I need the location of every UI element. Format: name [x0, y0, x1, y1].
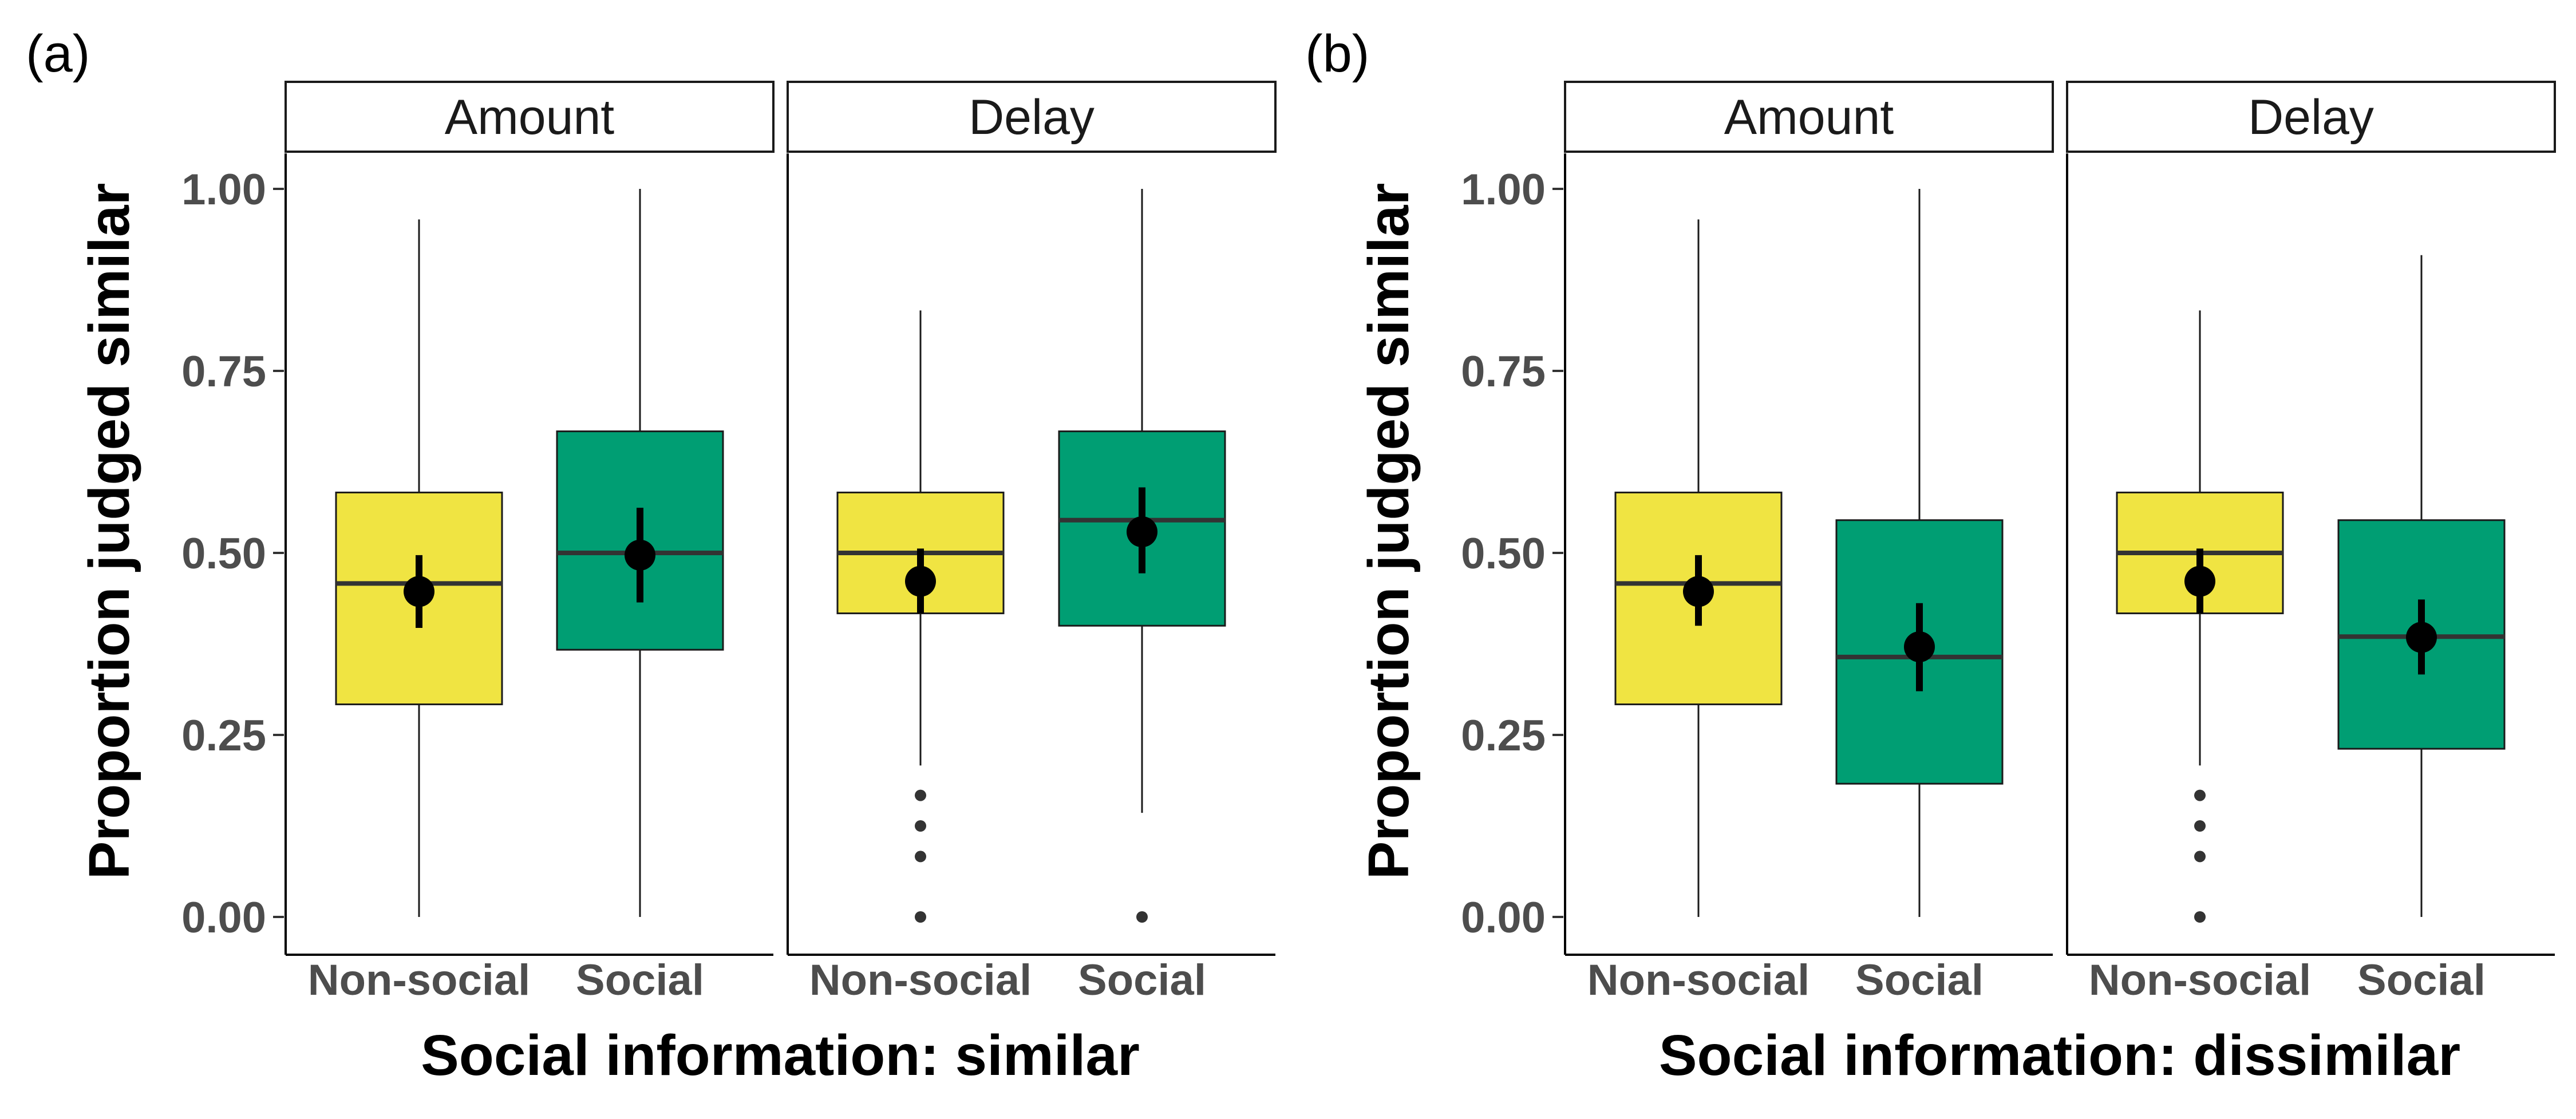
x-tick-label: Social [2357, 956, 2486, 1005]
mean-point [404, 576, 434, 607]
panel-b: (b) Proportion judged similar 0.00 0.25 0.50… [1305, 25, 2556, 1088]
outlier-point [2194, 789, 2206, 801]
x-tick-label: Non-social [308, 956, 531, 1005]
y-tick-label: 1.00 [1461, 165, 1546, 214]
y-tick-label: 0.00 [181, 893, 266, 942]
outlier-point [915, 789, 926, 801]
y-tick-label: 0.25 [181, 711, 266, 760]
mean-point [2406, 622, 2437, 653]
x-axis-title: Social information: similar [421, 1023, 1140, 1088]
facet-strip [787, 81, 1277, 153]
y-tick-label: 0.75 [181, 347, 266, 396]
facet-strip [285, 81, 775, 153]
mean-point [905, 566, 936, 597]
panel-label: (a) [26, 25, 90, 83]
facet-title: Amount [1724, 90, 1894, 145]
y-tick-label: 0.50 [1461, 529, 1546, 578]
x-tick-label: Non-social [1587, 956, 1810, 1005]
y-axis-title: Proportion judged similar [1357, 183, 1421, 880]
facet-strip [1564, 81, 2054, 153]
x-tick-label: Social [1078, 956, 1206, 1005]
x-tick-label: Social [576, 956, 704, 1005]
outlier-point [1136, 911, 1148, 923]
outlier-point [915, 820, 926, 832]
y-tick-label: 0.50 [181, 529, 266, 578]
mean-point [1904, 631, 1935, 663]
panel-label: (b) [1305, 25, 1369, 83]
facet-title: Delay [2248, 90, 2374, 145]
facet-title: Amount [445, 90, 614, 145]
y-axis-title: Proportion judged similar [77, 183, 141, 880]
mean-point [1683, 576, 1714, 607]
outlier-point [915, 851, 926, 863]
outlier-point [915, 911, 926, 923]
y-tick-label: 0.75 [1461, 347, 1546, 396]
panel-a: (a) Proportion judged similar 0.00 0.25 0.50… [26, 25, 1277, 1088]
y-tick-label: 0.00 [1461, 893, 1546, 942]
outlier-point [2194, 851, 2206, 863]
x-tick-label: Social [1855, 956, 1984, 1005]
x-tick-label: Non-social [2089, 956, 2312, 1005]
mean-point [625, 539, 655, 571]
facet-strip [2066, 81, 2556, 153]
x-tick-label: Non-social [809, 956, 1032, 1005]
x-axis-title: Social information: dissimilar [1659, 1023, 2460, 1088]
y-tick-label: 1.00 [181, 165, 266, 214]
mean-point [1127, 516, 1157, 548]
y-tick-label: 0.25 [1461, 711, 1546, 760]
mean-point [2184, 566, 2215, 597]
box [1614, 491, 1783, 706]
outlier-point [2194, 911, 2206, 923]
facet-title: Delay [969, 90, 1095, 145]
outlier-point [2194, 820, 2206, 832]
